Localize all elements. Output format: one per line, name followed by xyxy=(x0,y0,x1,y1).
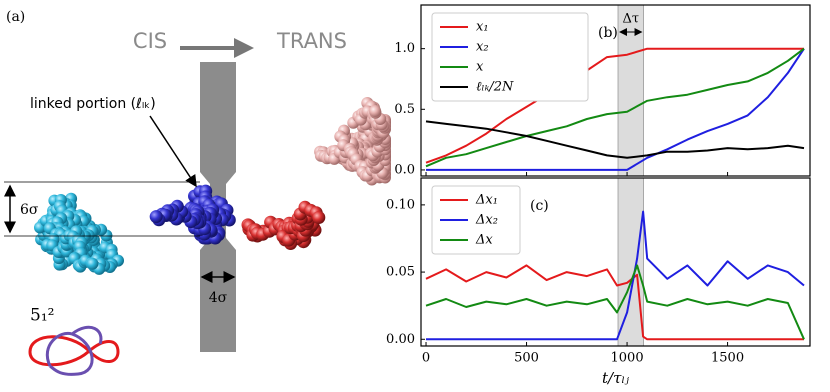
chart: 0.0 0.5 1.0 x₁ x₂ x ℓₗₖ/2N (b) Δτ xyxy=(394,4,811,177)
highlight-band xyxy=(617,4,644,177)
x-tick-label: 1500 xyxy=(711,351,744,366)
pointer-arrow xyxy=(149,115,197,188)
knot-strand xyxy=(46,325,103,376)
x-tick-label: 0 xyxy=(422,351,430,366)
panel-label: (b) xyxy=(598,25,618,41)
y-tick-label: 0.10 xyxy=(386,197,415,212)
plot-frame xyxy=(420,177,811,347)
highlight-band xyxy=(617,177,644,347)
cis-label: CIS xyxy=(133,29,167,53)
legend-label: Δx₂ xyxy=(475,213,498,228)
chart: 0.00 0.05 0.10 0 500 1000 1500 Δx₁ Δx₂ Δx (c) t/τₗⱼ xyxy=(386,177,811,387)
polymer xyxy=(34,97,391,275)
y-tick-label: 0.5 xyxy=(394,102,415,117)
y-tick-label: 1.0 xyxy=(394,41,415,56)
bead xyxy=(369,105,382,117)
charts: 0.0 0.5 1.0 x₁ x₂ x ℓₗₖ/2N (b) Δτ 0.00 0.05 0.10 0 50… xyxy=(386,4,811,387)
trans-label: TRANS xyxy=(276,29,347,53)
y-tick-label: 0.00 xyxy=(386,332,415,347)
y-tick-label: 0.05 xyxy=(386,265,415,280)
illustration: (a) CIS TRANS linked portion (ℓₗₖ) 6σ 4σ… xyxy=(4,9,391,376)
legend-label: ℓₗₖ/2N xyxy=(476,80,514,95)
x-tick-label: 500 xyxy=(514,351,539,366)
panel-label: (a) xyxy=(6,9,25,25)
series-line xyxy=(425,264,805,340)
series-line xyxy=(425,47,805,168)
series-line xyxy=(425,47,804,164)
linked-label: linked portion (ℓₗₖ) xyxy=(30,96,156,112)
panel-label: (c) xyxy=(530,198,549,214)
series-line xyxy=(425,264,804,341)
legend-label: x₂ xyxy=(476,40,489,55)
bead xyxy=(86,257,99,270)
legend-label: Δx xyxy=(475,233,493,248)
span-label: Δτ xyxy=(622,12,639,27)
series-line xyxy=(426,210,805,341)
knot-strand xyxy=(28,335,120,367)
x-axis-label: t/τₗⱼ xyxy=(602,369,629,387)
width-label: 4σ xyxy=(209,290,228,306)
legend-label: Δx₁ xyxy=(475,193,498,208)
legend-box xyxy=(431,185,521,255)
legend-label: x₁ xyxy=(476,20,489,35)
legend-box xyxy=(431,12,589,102)
series-line xyxy=(425,120,805,159)
height-label: 6σ xyxy=(20,202,39,218)
plot-frame xyxy=(420,4,811,177)
knot-label: 5₁² xyxy=(30,306,54,326)
bead xyxy=(149,210,163,224)
x-tick-label: 1000 xyxy=(611,351,644,366)
series-line xyxy=(426,48,805,171)
legend-label: x xyxy=(476,60,484,75)
bead xyxy=(312,211,326,224)
y-tick-label: 0.0 xyxy=(394,162,415,177)
